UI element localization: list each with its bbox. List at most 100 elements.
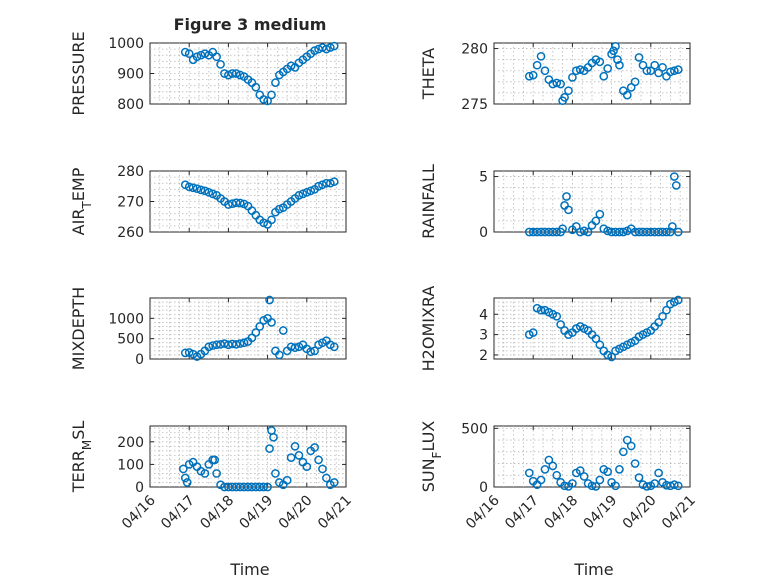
data-point [668, 222, 677, 231]
data-point [630, 77, 640, 87]
y-tick-label: 270 [117, 195, 144, 211]
data-point [180, 47, 190, 57]
data-point [259, 482, 269, 492]
data-point [673, 295, 683, 305]
y-axis-label-7: TERRMSL [69, 421, 94, 494]
data-point [286, 453, 296, 462]
data-point [630, 459, 640, 468]
data-point [626, 83, 636, 92]
data-point [562, 192, 571, 201]
data-point [235, 70, 245, 80]
subplot-3: 260 270 280 AIRTEMP [69, 164, 347, 241]
data-point [669, 480, 679, 490]
data-point [540, 465, 550, 474]
data-point [184, 348, 194, 357]
y-tick-label: 0 [135, 352, 144, 368]
data-point [587, 481, 597, 491]
y-axis-label-5: MIXDEPTH [69, 287, 88, 370]
data-point [192, 52, 202, 62]
data-point [310, 46, 319, 55]
data-point [669, 66, 679, 76]
data-point [611, 481, 620, 491]
data-point [607, 352, 616, 362]
data-point [204, 188, 214, 197]
y-tick-label: 5 [479, 170, 488, 186]
data-point [622, 90, 632, 100]
data-point [329, 177, 339, 187]
data-point [235, 198, 245, 208]
y-axis-label-6: H2OMIXRA [419, 286, 438, 372]
data-point [294, 451, 304, 460]
data-point [560, 481, 569, 491]
data-point [634, 473, 644, 482]
y-tick-label: 280 [461, 42, 488, 58]
data-point [212, 469, 221, 478]
data-point [658, 63, 667, 72]
data-point [536, 305, 546, 315]
data-point [298, 189, 308, 199]
data-point [595, 475, 605, 485]
subplot-2: 275 280 THETA [419, 42, 691, 113]
subplot-1: 800 900 1000 PRESSURE [69, 31, 347, 116]
data-point [267, 318, 276, 327]
data-point [231, 69, 241, 78]
data-point [662, 227, 671, 237]
data-point [528, 70, 538, 80]
y-tick-label: 280 [117, 164, 144, 180]
data-point [325, 43, 335, 52]
data-point [595, 340, 605, 350]
data-point [650, 479, 660, 488]
y-axis-label-3: AIRTEMP [69, 167, 94, 235]
data-point [188, 183, 198, 193]
y-tick-label: 4 [479, 307, 488, 323]
y-tick-label: 1000 [108, 311, 144, 327]
data-point [669, 172, 679, 181]
data-point [259, 95, 269, 104]
data-point [536, 51, 546, 61]
data-point [613, 55, 622, 64]
y-tick-label: 260 [117, 225, 144, 241]
data-point [579, 226, 589, 236]
data-point [622, 435, 632, 445]
data-point [263, 482, 272, 492]
data-point [271, 78, 280, 88]
y-tick-label: 900 [117, 67, 144, 83]
data-point [671, 181, 681, 190]
data-point [182, 478, 192, 487]
data-point [231, 340, 241, 349]
data-point [200, 469, 210, 478]
data-point [619, 227, 628, 237]
y-tick-label: 800 [117, 97, 144, 113]
data-point [673, 481, 683, 491]
data-point [278, 326, 288, 335]
data-point [255, 322, 265, 331]
data-point [603, 64, 613, 73]
data-point [638, 60, 648, 70]
data-point [251, 328, 261, 337]
data-point [224, 70, 233, 80]
data-point [290, 343, 300, 352]
data-point [575, 466, 585, 475]
y-axis-label-1: PRESSURE [69, 31, 88, 115]
data-point [275, 350, 284, 360]
y-tick-label: 200 [117, 435, 144, 451]
data-point [609, 46, 618, 56]
data-point [329, 342, 339, 352]
data-point [265, 444, 274, 453]
data-point [532, 60, 542, 70]
data-point [318, 180, 327, 190]
data-point [322, 473, 331, 483]
data-point [180, 348, 190, 358]
data-point [286, 61, 296, 71]
data-point [528, 328, 538, 337]
data-point [263, 96, 272, 106]
data-point [579, 472, 589, 481]
data-point [269, 432, 278, 442]
data-point [552, 311, 562, 321]
data-point [216, 60, 225, 69]
data-point [564, 86, 573, 96]
y-tick-label: 0 [135, 480, 144, 496]
data-point [658, 311, 667, 321]
data-point [571, 222, 581, 231]
